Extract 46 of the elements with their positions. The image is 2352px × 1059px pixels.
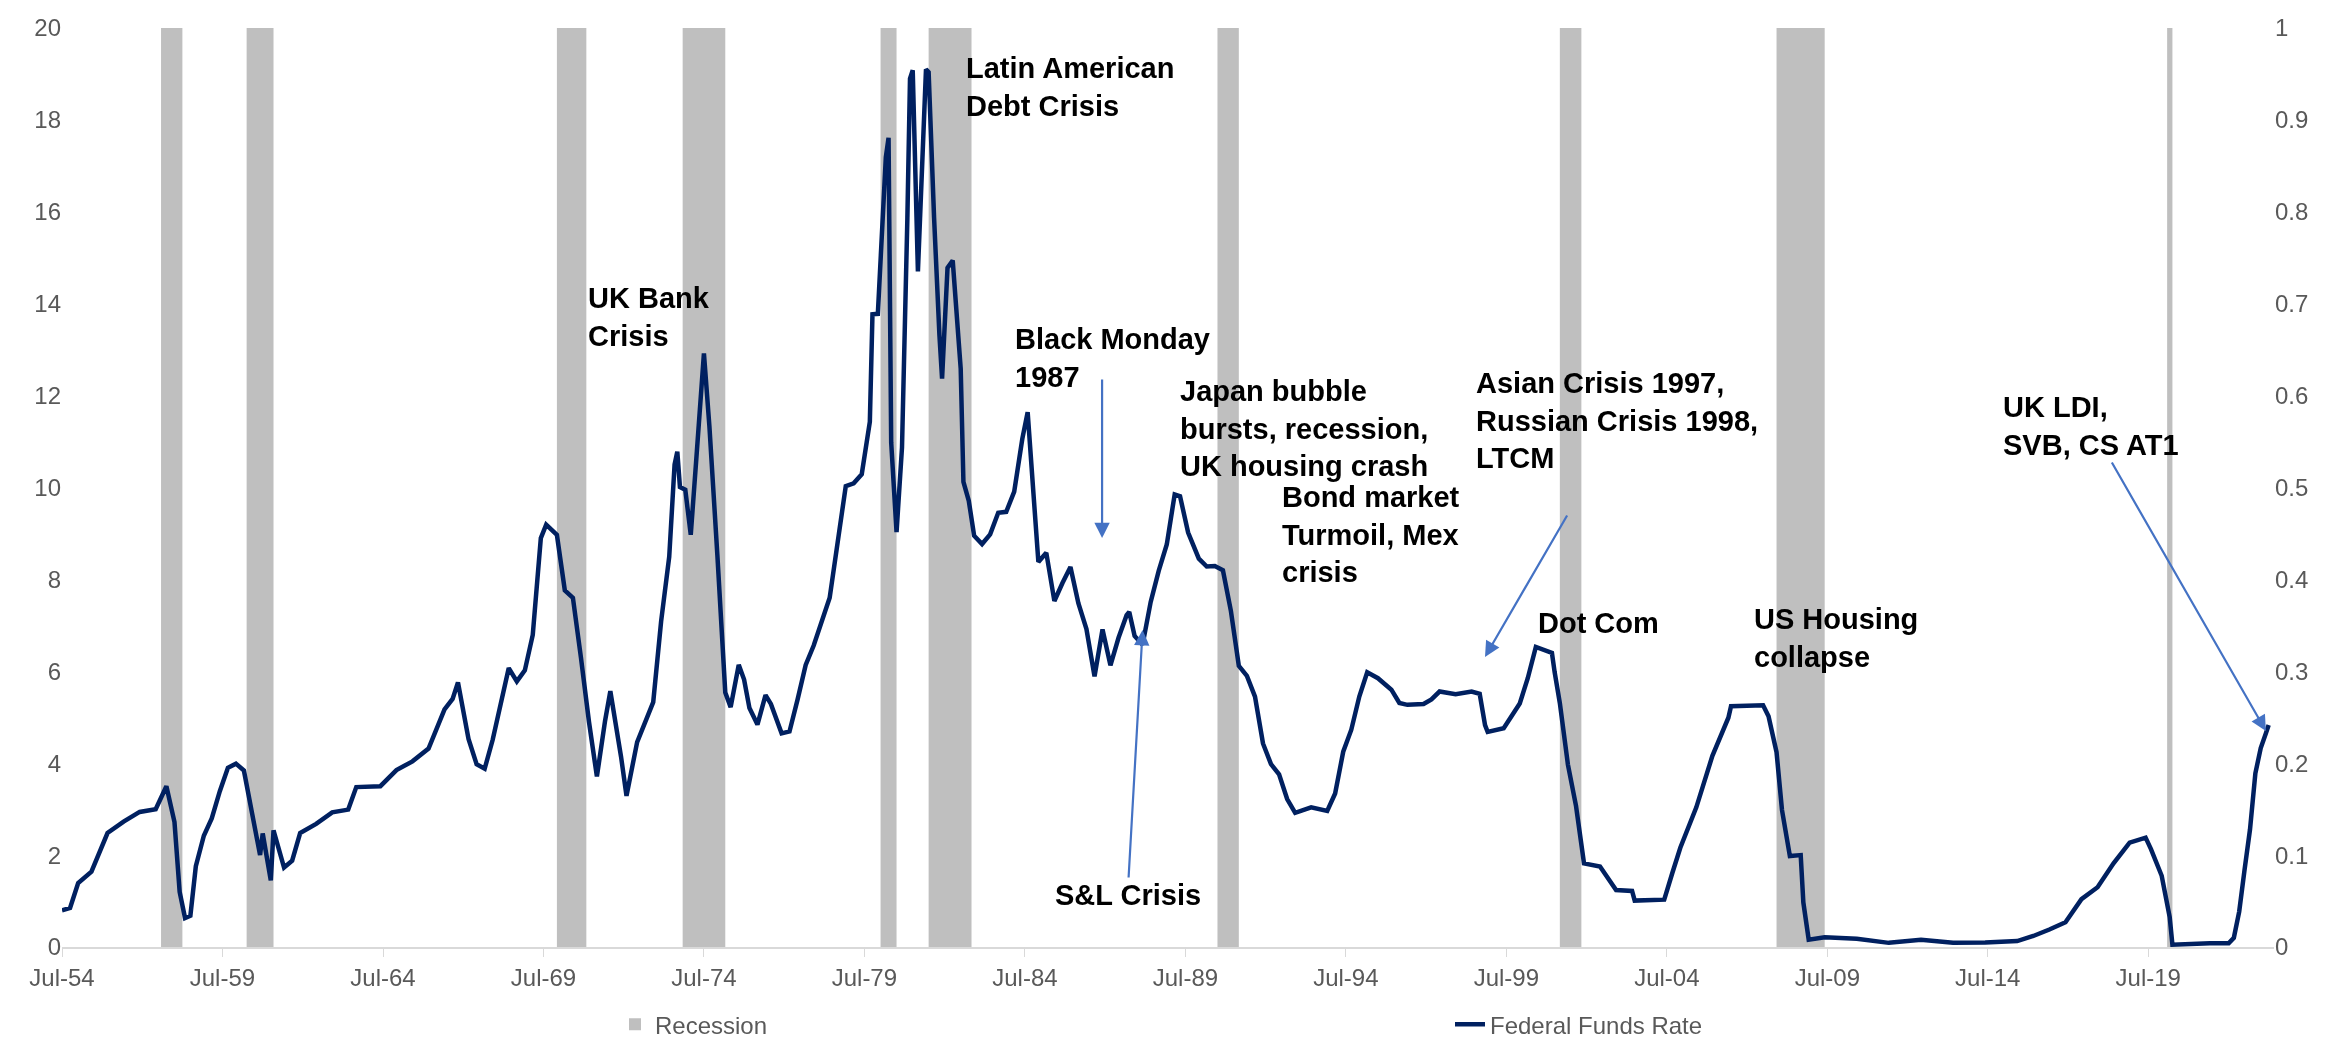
annotation: Bond market Turmoil, Mex crisis: [1282, 481, 1460, 589]
y-tick-label: 8: [47, 565, 61, 593]
y2-tick-label: 0.6: [2275, 382, 2309, 409]
y-tick-label: 14: [34, 290, 61, 318]
y2-tick-label: 0: [2275, 933, 2289, 961]
x-tick-label: Jul-19: [2115, 963, 2181, 991]
x-tick-label: Jul-54: [29, 963, 95, 991]
y-tick-label: 16: [34, 198, 61, 226]
y2-tick-label: 0.1: [2275, 841, 2309, 869]
annotation: S&L Crisis: [1055, 879, 1202, 911]
y2-tick-label: 0.8: [2275, 198, 2309, 226]
y2-tick-label: 0.4: [2275, 565, 2309, 593]
y2-tick-label: 0.7: [2275, 290, 2309, 318]
y-tick-label: 18: [34, 106, 61, 134]
legend-label: Recession: [655, 1011, 768, 1039]
x-tick-label: Jul-64: [350, 963, 416, 991]
x-tick-label: Jul-69: [510, 963, 577, 991]
x-tick-label: Jul-89: [1152, 963, 1219, 991]
y2-tick-label: 0.3: [2275, 657, 2309, 685]
annotation: Dot Com: [1538, 607, 1659, 639]
x-tick-label: Jul-99: [1473, 963, 1540, 991]
y-tick-label: 20: [34, 14, 61, 42]
x-tick-label: Jul-14: [1955, 963, 2021, 991]
x-tick-label: Jul-74: [671, 963, 737, 991]
y2-tick-label: 0.2: [2275, 749, 2309, 777]
annotation: US Housing collapse: [1754, 603, 1919, 673]
x-tick-label: Jul-59: [189, 963, 256, 991]
annotation: Asian Crisis 1997, Russian Crisis 1998, LTCM: [1476, 367, 1759, 475]
y-tick-label: 4: [47, 749, 61, 777]
annotation: Latin American Debt Crisis: [966, 52, 1175, 122]
x-tick-label: Jul-79: [831, 963, 898, 991]
annotation: UK Bank Crisis: [588, 282, 710, 352]
y-tick-label: 10: [34, 473, 61, 501]
legend-label: Federal Funds Rate: [1490, 1011, 1703, 1039]
y-tick-label: 12: [34, 382, 61, 409]
y2-tick-label: 0.5: [2275, 473, 2309, 501]
annotation: UK LDI, SVB, CS AT1: [2003, 391, 2179, 461]
y2-tick-label: 0.9: [2275, 106, 2309, 134]
y-tick-label: 6: [47, 657, 61, 685]
y-tick-label: 0: [47, 933, 61, 961]
x-tick-label: Jul-09: [1794, 963, 1861, 991]
y-tick-label: 2: [47, 841, 61, 869]
y2-tick-label: 1: [2275, 14, 2289, 42]
x-tick-label: Jul-04: [1634, 963, 1700, 991]
x-tick-label: Jul-94: [1313, 963, 1379, 991]
x-tick-label: Jul-84: [992, 963, 1058, 991]
